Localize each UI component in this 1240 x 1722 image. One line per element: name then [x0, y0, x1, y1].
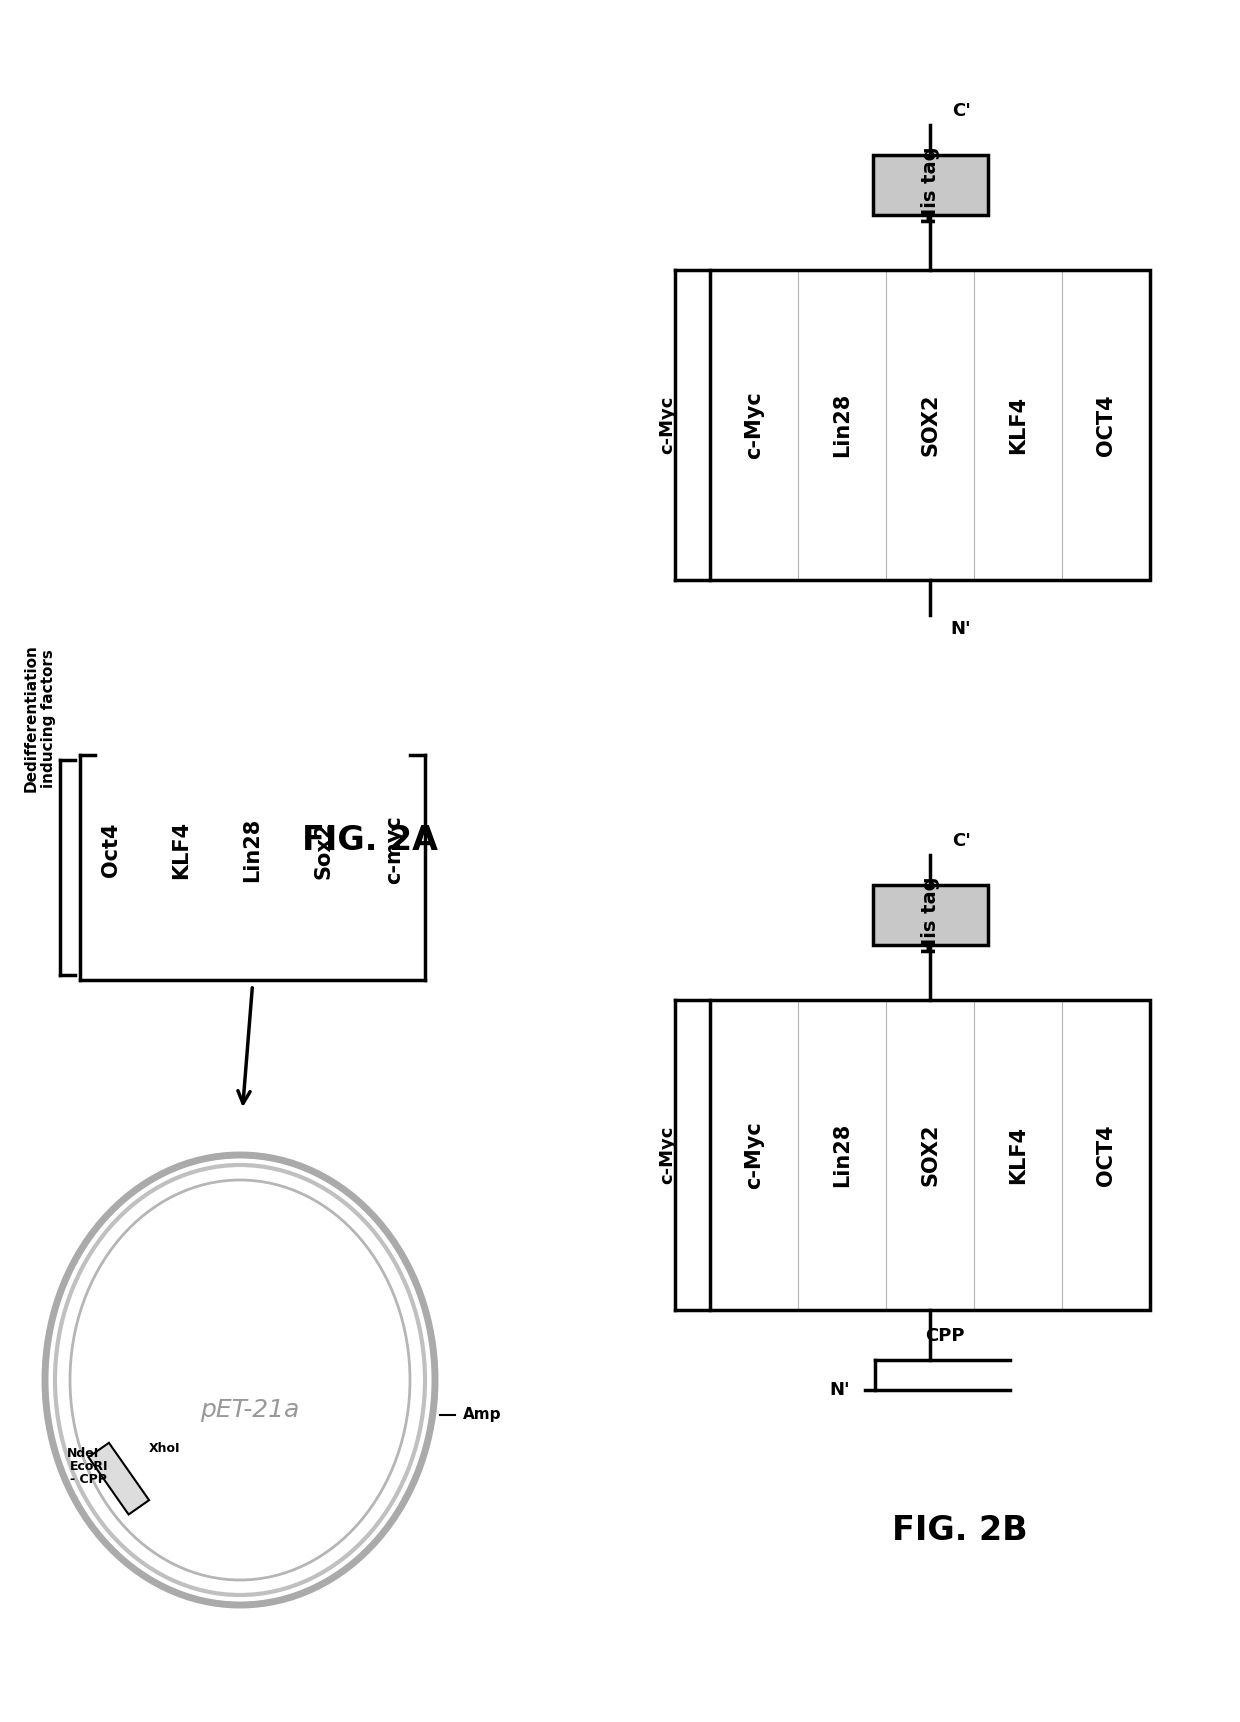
Text: SOX2: SOX2	[920, 394, 940, 456]
Bar	[873, 155, 987, 215]
Text: Oct4: Oct4	[100, 823, 120, 876]
Text: Lin28: Lin28	[832, 393, 852, 456]
Text: c-Myc: c-Myc	[658, 396, 676, 455]
Text: His tag: His tag	[920, 876, 940, 954]
Text: Lin28: Lin28	[243, 818, 263, 882]
Text: Amp: Amp	[463, 1407, 501, 1422]
Text: CPP: CPP	[925, 1328, 965, 1345]
Text: Dedifferentiation
inducing factors: Dedifferentiation inducing factors	[24, 644, 56, 792]
Text: Lin28: Lin28	[832, 1123, 852, 1186]
Text: c-Myc: c-Myc	[658, 1126, 676, 1185]
Text: OCT4: OCT4	[1096, 1124, 1116, 1186]
Bar	[873, 885, 987, 945]
Text: XhoI: XhoI	[149, 1441, 180, 1455]
Text: - CPP: - CPP	[69, 1472, 107, 1486]
Text: Sox2: Sox2	[314, 821, 334, 878]
Text: OCT4: OCT4	[1096, 394, 1116, 456]
Text: N': N'	[950, 620, 971, 637]
Text: KLF4: KLF4	[1008, 396, 1028, 455]
Text: KLF4: KLF4	[171, 821, 191, 878]
Text: pET-21a: pET-21a	[201, 1398, 300, 1422]
Text: SOX2: SOX2	[920, 1124, 940, 1186]
Bar	[711, 1000, 1149, 1310]
Text: c-myc: c-myc	[384, 816, 404, 885]
Text: FIG. 2B: FIG. 2B	[893, 1514, 1028, 1546]
Text: EcoRI: EcoRI	[69, 1460, 108, 1472]
Text: C': C'	[952, 102, 971, 121]
Text: c-Myc: c-Myc	[744, 391, 764, 458]
Text: C': C'	[952, 832, 971, 851]
Text: FIG. 2A: FIG. 2A	[303, 823, 438, 856]
Text: His tag: His tag	[920, 146, 940, 224]
Text: N': N'	[830, 1381, 849, 1398]
Text: c-Myc: c-Myc	[744, 1121, 764, 1188]
Text: KLF4: KLF4	[1008, 1126, 1028, 1185]
Text: NdeI: NdeI	[67, 1446, 99, 1460]
Bar	[88, 1443, 149, 1514]
Bar	[711, 270, 1149, 580]
